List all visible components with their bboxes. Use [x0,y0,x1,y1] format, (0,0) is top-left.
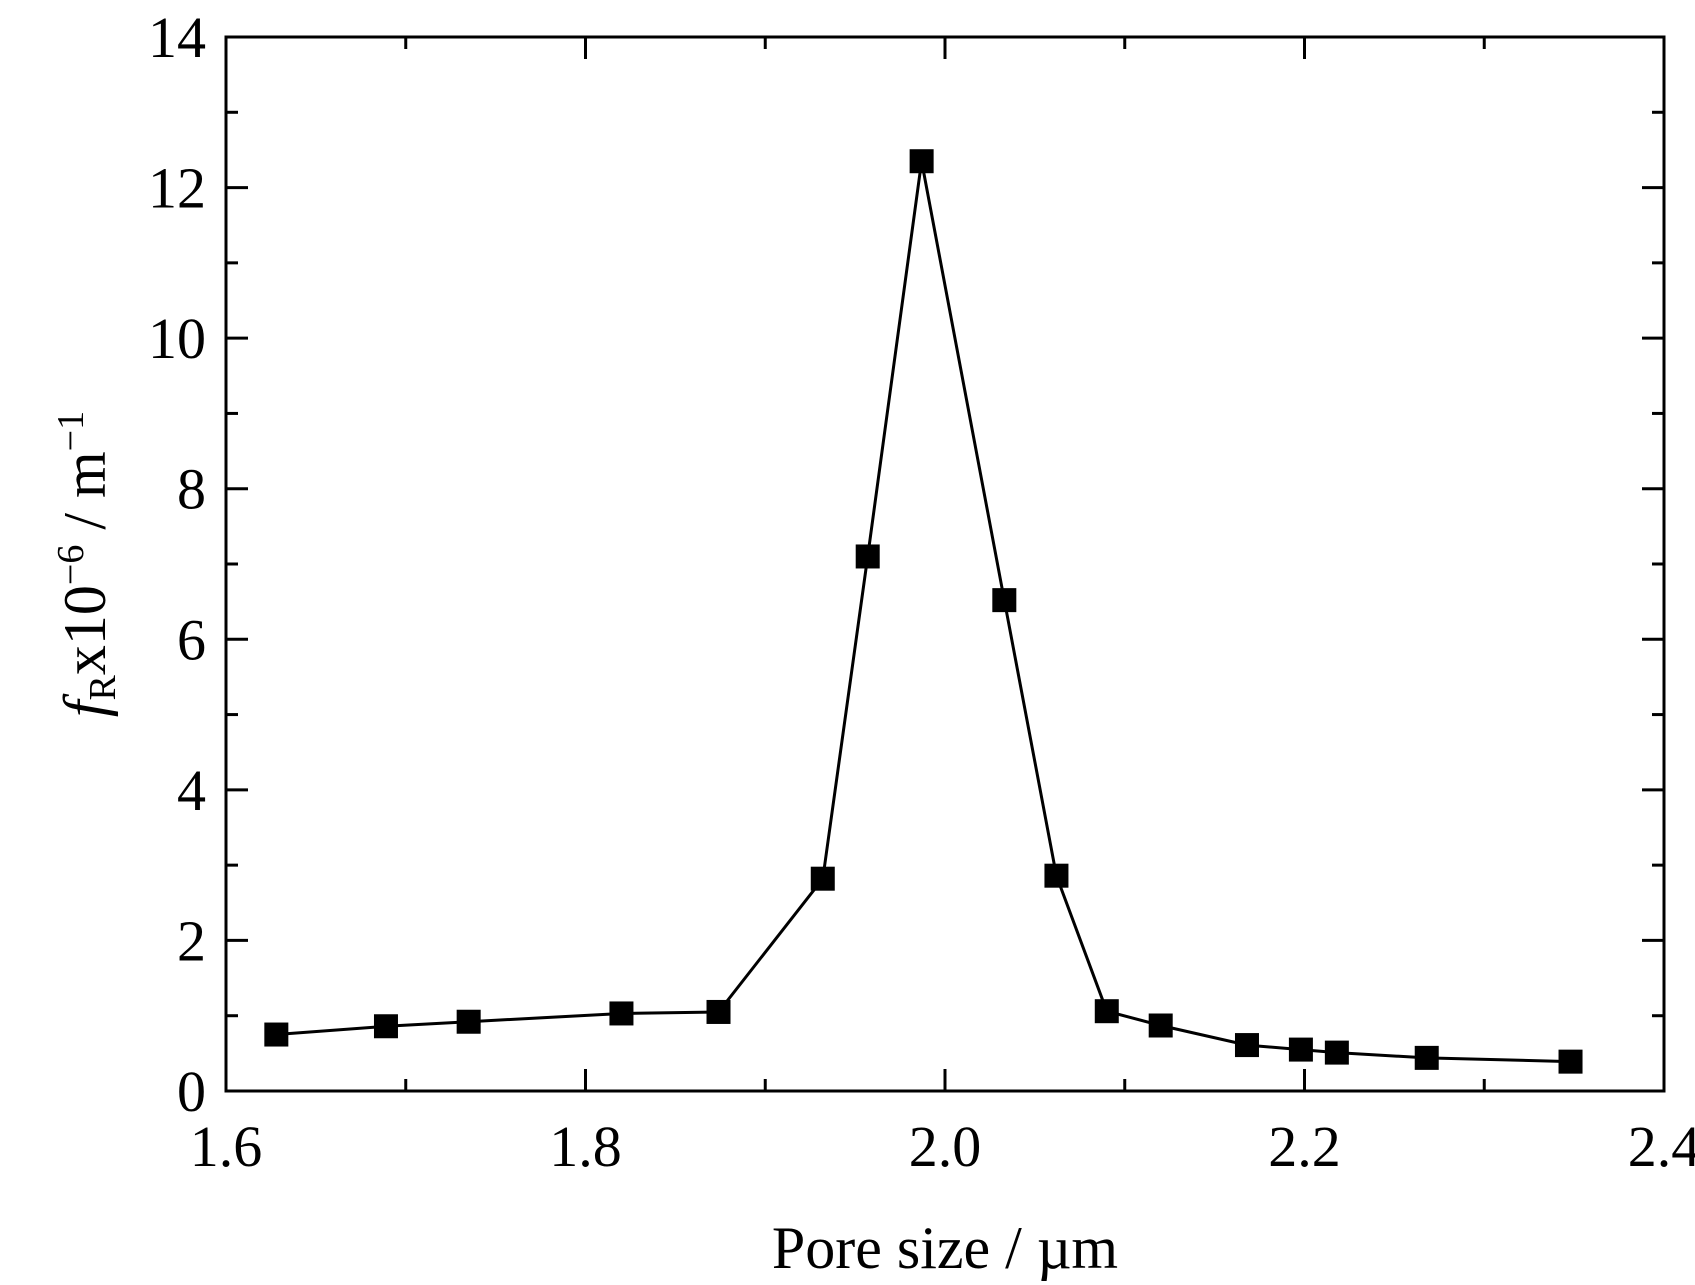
data-point-marker [456,1009,481,1034]
data-point-marker [1288,1037,1313,1062]
y-tick-label: 6 [177,607,206,672]
y-tick-label: 0 [177,1059,206,1124]
y-axis-title-multiplier: x10 [52,585,118,675]
data-point-marker [1148,1013,1173,1038]
y-tick-label: 2 [177,908,206,973]
data-point-marker [810,866,835,891]
series-line [276,160,1571,1064]
data-point-marker [1558,1049,1583,1074]
y-axis-title: fRx10−6 / m−1 [50,411,124,717]
y-tick-label: 8 [177,457,206,522]
major-ticks [224,35,1666,1093]
y-tick-label: 12 [148,156,206,221]
data-point-marker [855,544,880,569]
data-point-marker [264,1022,289,1047]
x-tick-label: 2.4 [1628,1114,1695,1179]
y-axis-title-unit-exponent: −1 [50,411,92,451]
minor-ticks [226,37,1664,1091]
x-tick-labels: 1.6 1.8 2.0 2.2 2.4 [190,1114,1695,1179]
x-tick-label: 2.2 [1268,1114,1341,1179]
data-point-marker [1044,863,1069,888]
x-tick-label: 1.8 [549,1114,622,1179]
x-tick-label: 1.6 [190,1114,263,1179]
y-tick-label: 10 [148,306,206,371]
series-markers [264,149,1583,1074]
data-point-marker [909,149,934,174]
data-point-marker [1414,1045,1439,1070]
data-point-marker [373,1014,398,1039]
y-axis-title-exponent: −6 [50,545,92,585]
y-tick-label: 4 [177,758,206,823]
data-point-marker [706,999,731,1024]
data-point-marker [1324,1040,1349,1065]
y-axis-title-unit: / m [52,451,118,544]
x-axis-title: Pore size / µm [772,1215,1118,1281]
data-point-marker [609,1001,634,1026]
data-point-marker [1094,999,1119,1024]
data-point-marker [992,588,1017,613]
plot-frame [224,35,1666,1093]
y-tick-label: 14 [148,5,206,70]
data-point-marker [1234,1033,1259,1058]
y-tick-labels: 0 2 4 6 8 10 12 14 [148,5,206,1124]
y-axis-title-subscript: R [82,674,124,700]
x-tick-label: 2.0 [909,1114,982,1179]
